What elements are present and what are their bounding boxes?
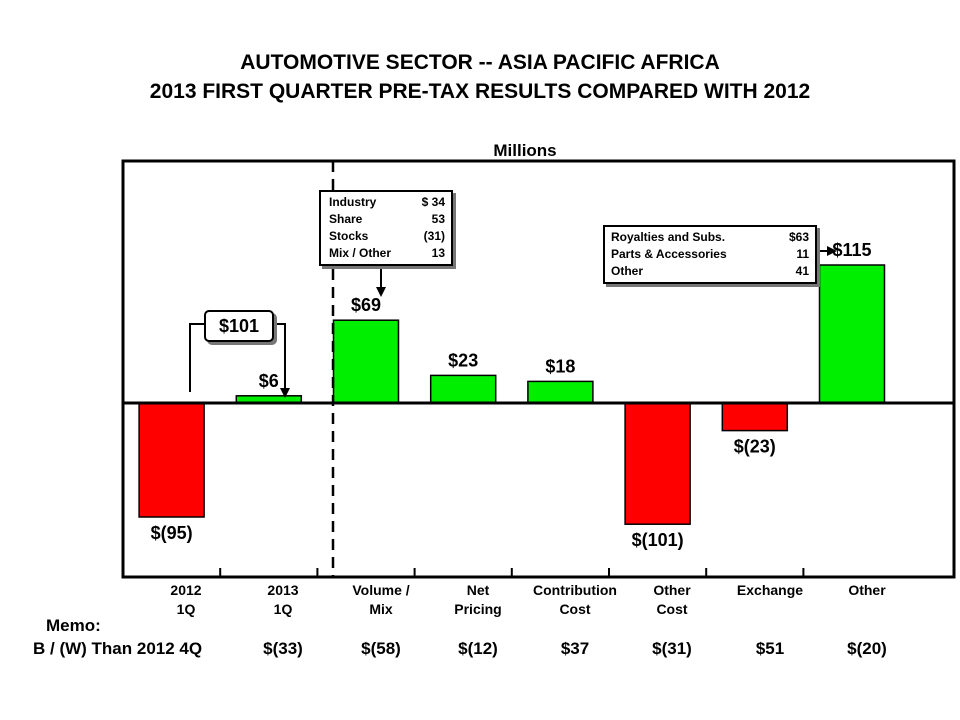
memo-value: $(58) bbox=[361, 639, 401, 658]
breakdown-label: Parts & Accessories bbox=[611, 247, 727, 261]
callout-connector-right bbox=[272, 323, 286, 392]
bar bbox=[624, 402, 691, 525]
breakdown-row: Mix / Other 13 bbox=[329, 245, 445, 262]
memo-value: $(20) bbox=[847, 639, 887, 658]
bar-value-label: $18 bbox=[545, 356, 575, 376]
change-callout: $101 bbox=[204, 310, 274, 342]
units-label: Millions bbox=[493, 141, 557, 160]
category-label: Net Pricing bbox=[454, 582, 502, 617]
breakdown-row: Parts & Accessories 11 bbox=[611, 246, 809, 263]
bar-value-label: $23 bbox=[448, 350, 478, 370]
breakdown-label: Share bbox=[329, 212, 363, 226]
category-label: 2013 1Q bbox=[267, 582, 299, 617]
breakdown-label: Stocks bbox=[329, 229, 369, 243]
breakdown-label: Royalties and Subs. bbox=[611, 230, 726, 244]
bar bbox=[721, 402, 789, 432]
breakdown-value: $63 bbox=[788, 230, 809, 244]
memo-label: Memo: bbox=[46, 616, 101, 635]
memo-value: $(33) bbox=[263, 639, 303, 658]
category-label: Other bbox=[848, 582, 886, 598]
category-label: Volume / Mix bbox=[352, 582, 410, 617]
arrowhead-icon bbox=[827, 246, 837, 256]
bar bbox=[429, 374, 497, 404]
breakdown-value: 53 bbox=[431, 212, 445, 226]
category-label: Exchange bbox=[736, 582, 804, 598]
bar bbox=[527, 380, 594, 404]
breakdown-value: 13 bbox=[431, 246, 445, 260]
breakdown-row: Other 41 bbox=[611, 263, 809, 280]
arrowhead-icon bbox=[376, 287, 386, 297]
breakdown-label: Other bbox=[611, 264, 644, 278]
bars-layer bbox=[138, 264, 886, 525]
bar-value-label: $(23) bbox=[734, 437, 776, 457]
bar-value-label: $(95) bbox=[151, 523, 193, 543]
breakdown-label: Industry bbox=[329, 195, 377, 209]
category-label: Other Cost bbox=[653, 582, 691, 617]
chart-title-line-1: AUTOMOTIVE SECTOR -- ASIA PACIFIC AFRICA bbox=[240, 51, 720, 74]
other-breakdown-box: Royalties and Subs. $63 Parts & Accessori… bbox=[603, 225, 817, 284]
bar bbox=[332, 319, 400, 404]
breakdown-row: Royalties and Subs. $63 bbox=[611, 229, 809, 246]
plot-frame bbox=[121, 159, 956, 579]
bar-value-label: $69 bbox=[351, 295, 381, 315]
memo-row-label: B / (W) Than 2012 4Q bbox=[33, 639, 203, 658]
breakdown-row: Share 53 bbox=[329, 211, 445, 228]
ticks-layer bbox=[219, 568, 805, 577]
memo-value: $(31) bbox=[652, 639, 692, 658]
memo-value: $51 bbox=[755, 639, 785, 658]
bar bbox=[138, 402, 205, 518]
breakdown-value: 11 bbox=[796, 247, 809, 261]
chart-title-line-2: 2013 FIRST QUARTER PRE-TAX RESULTS COMPA… bbox=[149, 80, 811, 103]
category-label: 2012 1Q bbox=[170, 582, 202, 617]
volume-mix-breakdown-box: Industry $ 34 Share 53 Stocks (31) Mix / Ot… bbox=[319, 190, 453, 266]
bar-labels-layer: $(95) $6 $69 $23 $18 $(101) $(23) $115 bbox=[151, 240, 872, 550]
bar-value-label: $6 bbox=[259, 371, 279, 391]
callout-connector-left bbox=[189, 323, 204, 392]
breakdown-value: 41 bbox=[795, 264, 809, 278]
category-label: Contribution Cost bbox=[533, 582, 617, 617]
breakdown-label: Mix / Other bbox=[329, 246, 392, 260]
bar-value-label: $115 bbox=[832, 240, 871, 260]
arrowhead-icon bbox=[280, 388, 290, 398]
bar bbox=[818, 264, 886, 404]
bar-value-label: $(101) bbox=[632, 530, 684, 550]
breakdown-row: Stocks (31) bbox=[329, 228, 445, 245]
breakdown-value: (31) bbox=[423, 229, 445, 243]
memo-value: $(12) bbox=[458, 639, 498, 658]
memo-value: $37 bbox=[560, 639, 590, 658]
breakdown-value: $ 34 bbox=[421, 195, 445, 209]
breakdown-row: Industry $ 34 bbox=[329, 194, 445, 211]
